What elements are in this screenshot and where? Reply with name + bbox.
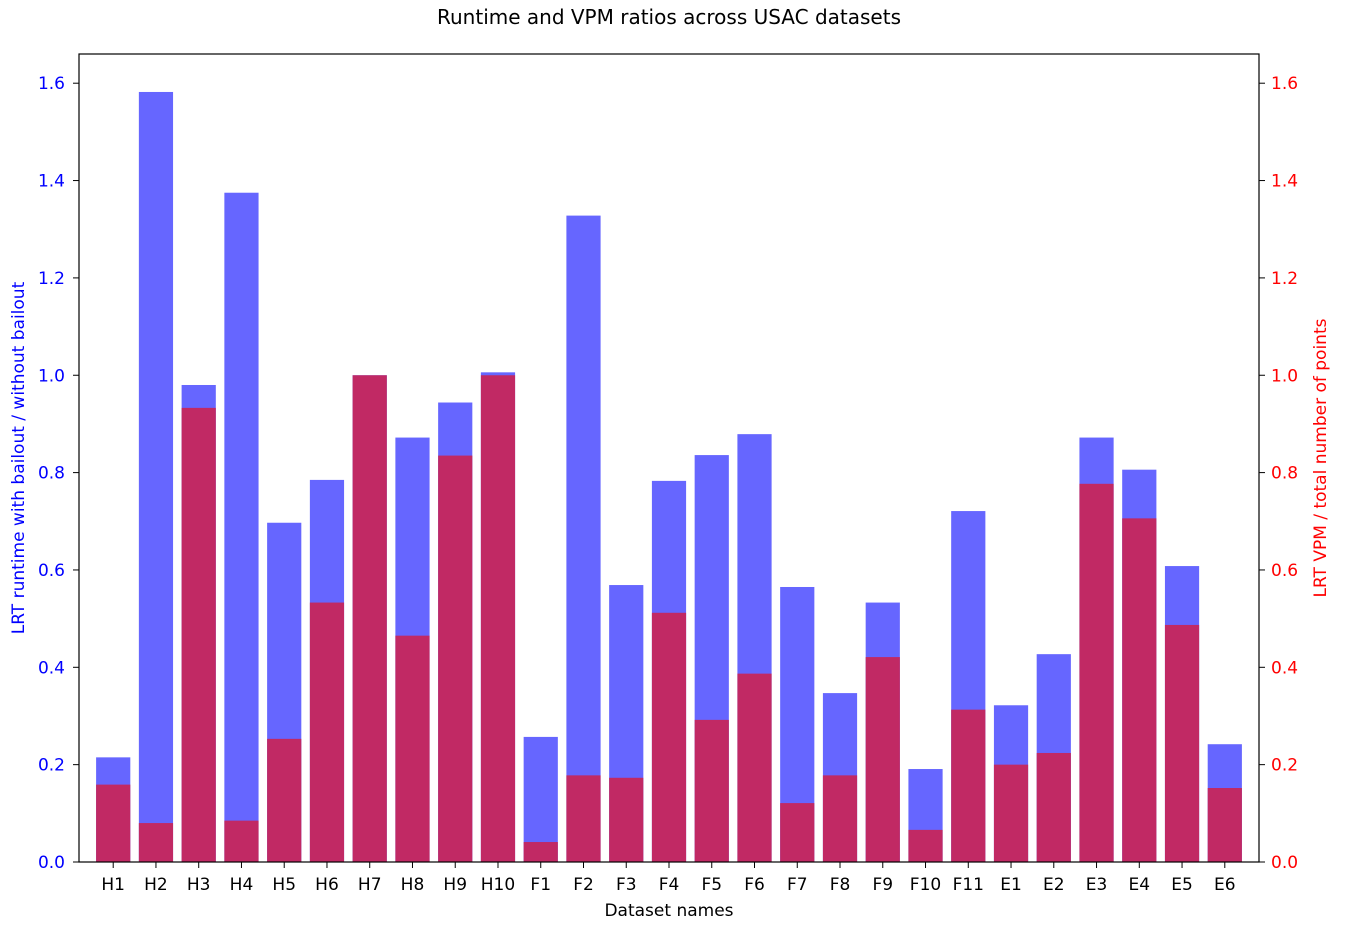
vpm-bar-E5 <box>1164 624 1200 862</box>
right-tick-label: 1.6 <box>1271 74 1298 94</box>
vpm-bar-F5 <box>694 719 729 862</box>
vpm-bar-F6 <box>737 673 772 862</box>
vpm-bar-F2 <box>566 775 601 862</box>
vpm-bar-H4 <box>224 820 259 862</box>
x-axis-label: Dataset names <box>604 901 733 921</box>
vpm-bar-E4 <box>1122 518 1157 862</box>
vpm-bar-F4 <box>651 612 687 862</box>
vpm-bar-F10 <box>908 829 943 862</box>
x-tick-label: H1 <box>101 875 125 895</box>
vpm-bar-H3 <box>181 407 216 862</box>
right-tick-label: 0.8 <box>1271 464 1298 484</box>
runtime-bar-F2 <box>566 215 601 863</box>
vpm-bar-E6 <box>1207 788 1242 862</box>
vpm-bar-H2 <box>138 823 174 862</box>
x-tick-label: F4 <box>659 875 680 895</box>
x-tick-label: F11 <box>953 875 984 895</box>
left-axis-label: LRT runtime with bailout / without bailo… <box>9 281 29 634</box>
left-tick-label: 1.6 <box>38 74 65 94</box>
vpm-bar-F1 <box>523 842 558 862</box>
vpm-bar-H9 <box>438 455 473 862</box>
left-tick-label: 0.2 <box>38 756 65 776</box>
left-tick-label: 1.4 <box>38 172 65 192</box>
x-tick-label: H7 <box>358 875 382 895</box>
right-axis-ticks: 0.0 0.2 0.4 0.6 0.8 1.0 1.2 1.4 1.6 <box>1259 74 1298 873</box>
vpm-bar-H5 <box>267 738 302 862</box>
right-tick-label: 1.2 <box>1271 269 1298 289</box>
x-tick-label: H10 <box>481 875 515 895</box>
runtime-bar-H2 <box>138 91 174 863</box>
x-tick-label: E2 <box>1043 875 1065 895</box>
vpm-bar-H1 <box>96 784 131 862</box>
vpm-bar-H8 <box>395 635 430 862</box>
runtime-bar-F1 <box>523 736 558 862</box>
x-tick-label: H8 <box>401 875 425 895</box>
vpm-bar-H10 <box>480 375 516 862</box>
vpm-bar-F11 <box>951 709 986 862</box>
right-tick-label: 0.6 <box>1271 561 1298 581</box>
x-tick-label: F6 <box>744 875 765 895</box>
left-tick-label: 1.2 <box>38 269 65 289</box>
vpm-bar-E2 <box>1036 752 1071 862</box>
left-tick-label: 1.0 <box>38 366 65 386</box>
x-tick-label: E4 <box>1129 875 1151 895</box>
left-tick-label: 0.0 <box>38 853 65 873</box>
right-tick-label: 0.0 <box>1271 853 1298 873</box>
x-tick-label: F8 <box>830 875 851 895</box>
x-tick-label: E5 <box>1171 875 1193 895</box>
x-tick-label: H6 <box>315 875 339 895</box>
left-tick-label: 0.4 <box>38 658 65 678</box>
x-tick-label: F10 <box>910 875 941 895</box>
vpm-bar-F8 <box>822 775 858 862</box>
right-axis-label: LRT VPM / total number of points <box>1311 318 1331 597</box>
x-tick-label: F2 <box>573 875 594 895</box>
vpm-bar-H7 <box>352 375 387 862</box>
chart-title: Runtime and VPM ratios across USAC datas… <box>437 5 901 29</box>
right-tick-label: 0.2 <box>1271 756 1298 776</box>
x-tick-label: H4 <box>230 875 254 895</box>
left-tick-label: 0.6 <box>38 561 65 581</box>
vpm-bar-F9 <box>865 657 900 862</box>
x-tick-label: E3 <box>1086 875 1108 895</box>
x-tick-label: H3 <box>187 875 211 895</box>
right-tick-label: 1.4 <box>1271 172 1298 192</box>
x-axis-ticks: H1 H2 H3 H4 H5 H6 H7 H8 H9 H10 F1 F2 F3 F4 F5 F6 F7 F8 F9 F… <box>101 862 1236 895</box>
vpm-bar-E3 <box>1079 483 1114 862</box>
left-axis-ticks: 0.0 0.2 0.4 0.6 0.8 1.0 1.2 1.4 1.6 <box>38 74 79 873</box>
vpm-bar-F3 <box>609 777 644 862</box>
x-tick-label: F9 <box>872 875 893 895</box>
left-tick-label: 0.8 <box>38 464 65 484</box>
x-tick-label: F1 <box>530 875 551 895</box>
x-tick-label: F7 <box>787 875 808 895</box>
runtime-bar-H4 <box>224 192 259 863</box>
vpm-bar-F7 <box>780 803 815 862</box>
x-tick-label: E1 <box>1000 875 1022 895</box>
x-tick-label: E6 <box>1214 875 1236 895</box>
right-tick-label: 1.0 <box>1271 366 1298 386</box>
vpm-bars <box>96 375 1242 862</box>
vpm-bar-H6 <box>309 602 345 862</box>
right-tick-label: 0.4 <box>1271 658 1298 678</box>
x-tick-label: H5 <box>272 875 296 895</box>
x-tick-label: F3 <box>616 875 637 895</box>
vpm-bar-E1 <box>993 764 1029 862</box>
x-tick-label: H2 <box>144 875 168 895</box>
x-tick-label: F5 <box>701 875 722 895</box>
x-tick-label: H9 <box>443 875 467 895</box>
